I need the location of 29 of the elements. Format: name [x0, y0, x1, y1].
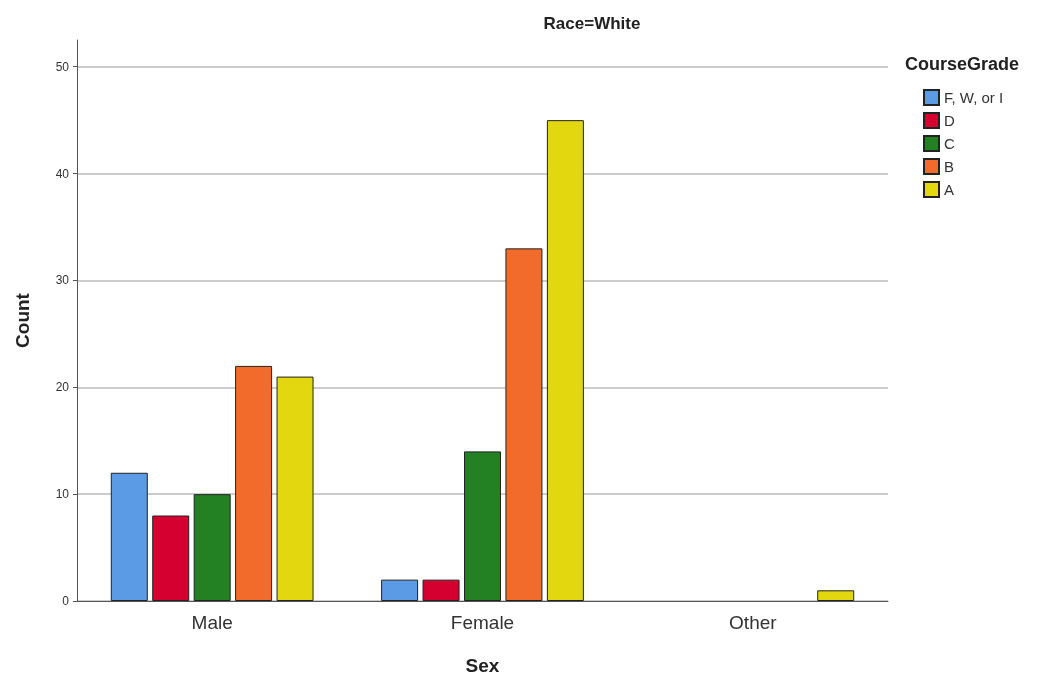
legend-label: D [944, 112, 955, 129]
legend-title: CourseGrade [905, 54, 1020, 74]
bar [152, 515, 190, 601]
legend-label: F, W, or I [944, 89, 1004, 106]
bar [817, 590, 855, 601]
bar [193, 494, 231, 601]
y-tick-label: 20 [55, 380, 70, 395]
legend-label: C [944, 135, 955, 152]
x-tick-label: Male [191, 612, 233, 633]
bar [546, 120, 584, 601]
bar [422, 579, 460, 601]
bar [235, 365, 273, 601]
bar [276, 376, 314, 601]
y-tick-label: 10 [55, 487, 70, 502]
bar [381, 579, 419, 601]
x-tick-label: Female [450, 612, 515, 633]
legend-label: B [944, 158, 955, 175]
bar [464, 451, 501, 601]
bar [505, 248, 543, 601]
bar [110, 472, 148, 601]
legend-label: A [944, 181, 955, 198]
y-axis-title: Count [12, 292, 33, 348]
y-tick-label: 30 [55, 273, 70, 288]
y-tick-label: 50 [55, 59, 70, 74]
x-axis-title: Sex [465, 655, 500, 676]
x-tick-label: Other [729, 612, 778, 633]
y-tick-label: 0 [62, 594, 70, 608]
y-tick-label: 40 [55, 166, 70, 181]
chart-title: Race=White [543, 14, 641, 33]
